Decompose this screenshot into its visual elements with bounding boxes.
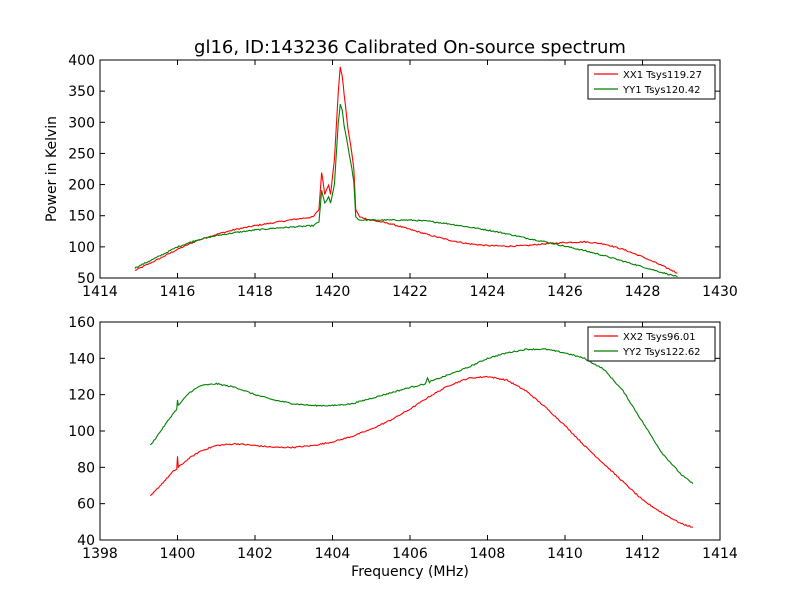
x-tick-label: 1402 <box>237 546 273 562</box>
top-y-axis-label: Power in Kelvin <box>44 116 60 222</box>
legend-label: XX1 Tsys119.27 <box>623 70 702 81</box>
x-tick-label: 1424 <box>470 284 506 300</box>
y-tick-label: 80 <box>77 460 95 476</box>
y-tick-label: 350 <box>68 84 95 100</box>
series-line-xx1 <box>134 66 678 274</box>
x-tick-label: 1418 <box>237 284 273 300</box>
y-tick-label: 200 <box>68 178 95 194</box>
legend-label: YY1 Tsys120.42 <box>622 85 701 96</box>
x-tick-label: 1430 <box>702 284 738 300</box>
x-tick-label: 1414 <box>702 546 738 562</box>
y-tick-label: 160 <box>68 315 95 331</box>
y-tick-label: 140 <box>68 351 95 367</box>
y-tick-label: 300 <box>68 115 95 131</box>
x-tick-label: 1398 <box>82 546 118 562</box>
y-tick-label: 50 <box>77 271 95 287</box>
y-tick-label: 100 <box>68 240 95 256</box>
series-line-yy2 <box>149 348 694 485</box>
series-line-xx2 <box>149 375 693 528</box>
y-tick-label: 100 <box>68 424 95 440</box>
x-tick-label: 1420 <box>315 284 351 300</box>
x-tick-label: 1404 <box>315 546 351 562</box>
x-tick-label: 1422 <box>392 284 428 300</box>
x-tick-label: 1406 <box>392 546 428 562</box>
legend-box <box>587 326 716 362</box>
legend-label: YY2 Tsys122.62 <box>622 347 701 358</box>
x-tick-label: 1428 <box>625 284 661 300</box>
y-tick-label: 60 <box>77 497 95 513</box>
x-tick-label: 1400 <box>160 546 196 562</box>
top-spectrum-panel: 1414 1416 1418 1420 1422 1424 1426 1428 1430 50 10… <box>68 53 738 300</box>
bottom-x-axis-label: Frequency (MHz) <box>351 564 469 580</box>
legend-label: XX2 Tsys96.01 <box>623 332 696 343</box>
x-tick-label: 1408 <box>470 546 506 562</box>
x-tick-label: 1412 <box>625 546 661 562</box>
y-tick-label: 120 <box>68 388 95 404</box>
x-tick-label: 1426 <box>547 284 583 300</box>
x-tick-label: 1410 <box>547 546 583 562</box>
bottom-spectrum-panel: 1398 1400 1402 1404 1406 1408 1410 1412 1414 40 60… <box>68 315 738 562</box>
y-tick-label: 40 <box>77 533 95 549</box>
chart-title: gl16, ID:143236 Calibrated On-source spe… <box>194 37 626 58</box>
legend-box <box>587 64 716 100</box>
y-tick-label: 400 <box>68 53 95 69</box>
x-tick-label: 1416 <box>160 284 196 300</box>
y-tick-label: 250 <box>68 146 95 162</box>
series-line-yy1 <box>134 104 678 278</box>
x-tick-label: 1414 <box>82 284 118 300</box>
y-tick-label: 150 <box>68 209 95 225</box>
